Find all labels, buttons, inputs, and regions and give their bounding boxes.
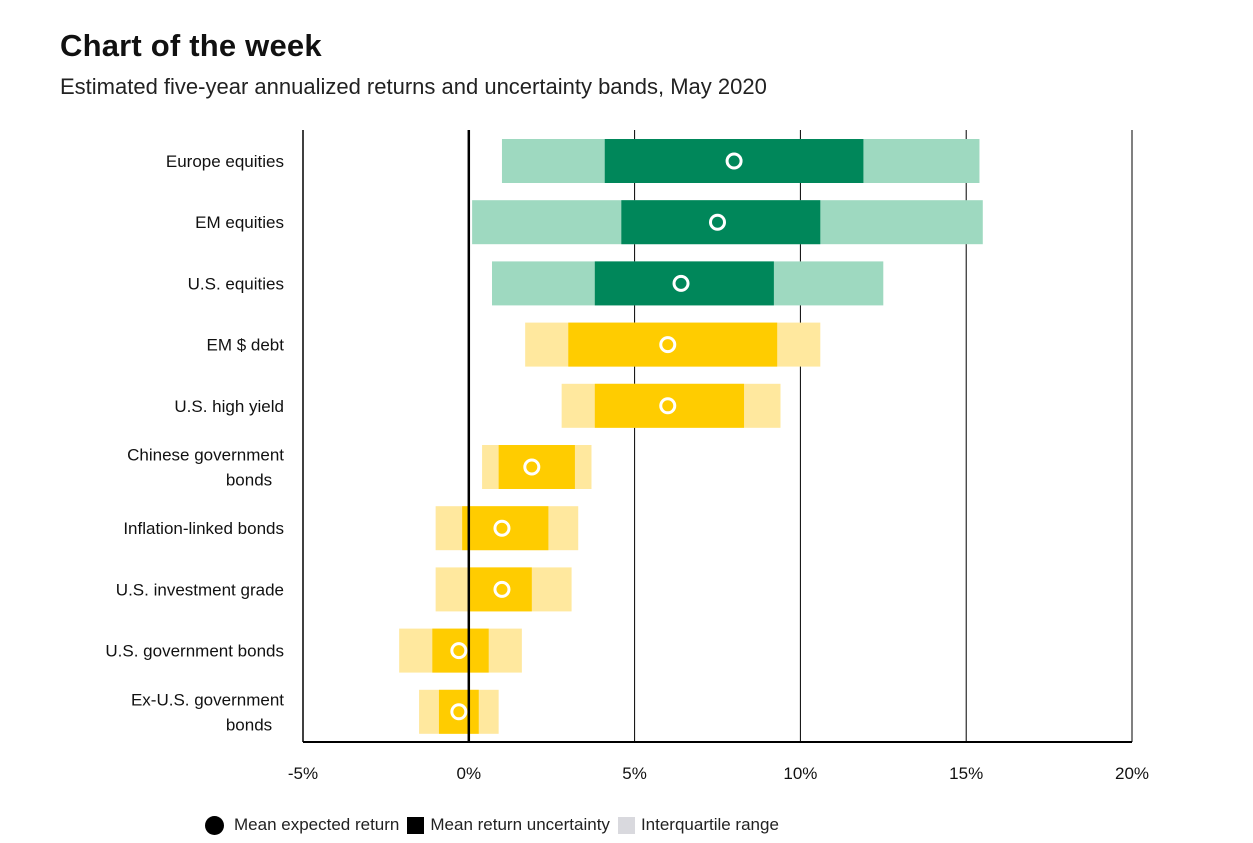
legend-item-interquartile-range: Interquartile range (617, 815, 779, 835)
category-label: U.S. high yield (174, 397, 284, 416)
category-label: bonds (226, 715, 272, 734)
mean-expected-return-marker (523, 458, 541, 476)
chart-subtitle: Estimated five-year annualized returns a… (60, 74, 767, 99)
category-label: Inflation-linked bonds (123, 519, 284, 538)
mean-expected-return-marker (493, 519, 511, 537)
mean-return-uncertainty-bar (594, 383, 745, 428)
x-tick-label: 0% (457, 764, 482, 783)
dark-square-icon (407, 816, 425, 834)
mean-return-uncertainty-bar (568, 322, 778, 367)
category-label: EM $ debt (207, 336, 285, 355)
category-label: EM equities (195, 213, 284, 232)
legend-item-mean-return-uncertainty: Mean return uncertainty (407, 815, 610, 835)
mean-return-uncertainty-bar (462, 506, 549, 551)
mean-return-uncertainty-bar (438, 689, 479, 734)
range-bar-chart: Europe equities EM equities U.S. equities E… (105, 130, 1149, 783)
mean-expected-return-marker (450, 703, 468, 721)
mean-return-uncertainty-bar (594, 261, 774, 306)
x-tick-label: -5% (288, 764, 318, 783)
category-label: U.S. government bonds (105, 642, 284, 661)
x-tick-label: 20% (1115, 764, 1149, 783)
x-tick-label: 10% (783, 764, 817, 783)
mean-expected-return-marker (725, 152, 743, 170)
mean-expected-return-marker (659, 336, 677, 354)
mean-return-uncertainty-bar (468, 567, 532, 612)
circle-marker-icon (205, 815, 224, 835)
mean-return-uncertainty-bar (604, 139, 864, 183)
mean-expected-return-marker (493, 580, 511, 598)
legend-label-mean-expected-return: Mean expected return (234, 815, 400, 834)
light-square-icon (617, 816, 635, 834)
mean-expected-return-marker (659, 397, 677, 415)
x-tick-label: 5% (622, 764, 647, 783)
mean-return-uncertainty-bar (498, 445, 575, 489)
mean-expected-return-marker (709, 213, 726, 231)
category-label: bonds (226, 471, 272, 490)
mean-return-uncertainty-bar (432, 628, 489, 673)
category-label: Europe equities (166, 152, 284, 171)
category-label: Ex-U.S. government (131, 690, 284, 709)
mean-expected-return-marker (450, 642, 468, 660)
legend-label-interquartile-range: Interquartile range (640, 815, 779, 834)
category-label: U.S. investment grade (116, 580, 284, 599)
mean-expected-return-marker (672, 274, 690, 292)
x-tick-label: 15% (949, 764, 983, 783)
category-label: Chinese government (127, 446, 284, 465)
category-label: U.S. equities (188, 274, 284, 293)
legend-item-mean-expected-return: Mean expected return (205, 815, 399, 835)
chart-title: Chart of the week (60, 28, 322, 63)
legend: Mean expected return Mean return uncerta… (205, 815, 787, 835)
mean-return-uncertainty-bar (621, 200, 821, 245)
legend-label-mean-return-uncertainty: Mean return uncertainty (430, 815, 610, 834)
